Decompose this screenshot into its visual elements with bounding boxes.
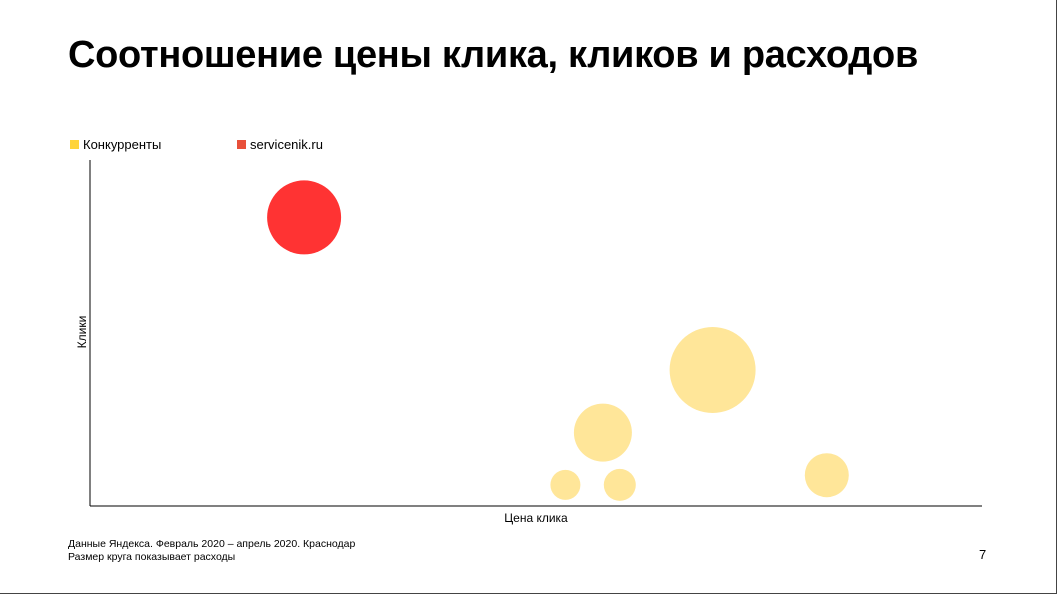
legend-label-competitors: Конкурренты — [83, 137, 162, 152]
legend-swatch-servicenik — [237, 140, 246, 149]
page-title: Соотношение цены клика, кликов и расходо… — [68, 34, 919, 76]
footnote-source: Данные Яндекса. Февраль 2020 – апрель 20… — [68, 538, 356, 550]
bubble-series-0-point-0 — [550, 469, 581, 500]
bubble-series-0-point-3 — [669, 327, 756, 413]
bubble-series-0-point-1 — [603, 468, 636, 501]
legend-swatch-competitors — [70, 140, 79, 149]
bubble-series-0-point-2 — [573, 403, 632, 462]
bubble-series-1-point-0 — [267, 180, 342, 255]
x-axis-label: Цена клика — [504, 511, 568, 525]
bubble-series-0-point-4 — [804, 453, 849, 498]
legend-item-servicenik: servicenik.ru — [237, 137, 323, 152]
y-axis-label: Клики — [75, 316, 89, 349]
page-number: 7 — [979, 547, 987, 562]
legend-label-servicenik: servicenik.ru — [250, 137, 323, 152]
legend-item-competitors: Конкурренты — [70, 137, 161, 152]
chart-bubbles — [267, 180, 849, 501]
footnote-size-note: Размер круга показывает расходы — [68, 551, 236, 563]
